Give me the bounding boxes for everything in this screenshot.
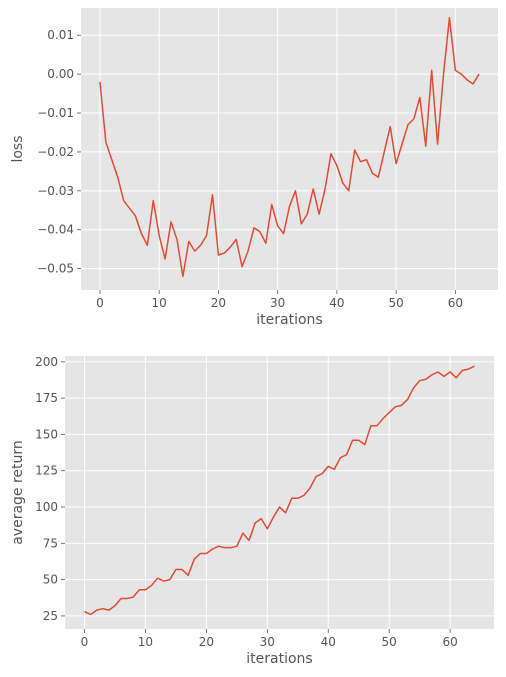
loss-tick-labels: 0 10 20 30 40 50 60 0.01 0.00 −0.01 −0.02 −0.03 −0.0… [37, 28, 463, 310]
loss-y-tick-label: −0.05 [37, 262, 74, 276]
average-return-chart: 0 10 20 30 40 50 60 200 175 150 125 100 75 50 25 itera… [10, 355, 494, 667]
loss-y-tick-label: −0.04 [37, 223, 74, 237]
loss-gridlines [81, 8, 498, 290]
average-return-y-tick-label: 150 [35, 427, 58, 441]
average-return-y-tick-label: 100 [35, 500, 58, 514]
average-return-x-tick-label: 60 [442, 635, 457, 649]
average-return-y-tick-label: 200 [35, 355, 58, 369]
average-return-y-tick-label: 125 [35, 464, 58, 478]
loss-x-tick-label: 10 [152, 296, 167, 310]
average-return-plot-area [65, 356, 494, 629]
loss-y-tick-label: −0.03 [37, 184, 74, 198]
average-return-x-tick-label: 10 [138, 635, 153, 649]
average-return-y-tick-label: 75 [43, 536, 58, 550]
loss-y-tick-label: 0.01 [47, 28, 74, 42]
average-return-x-tick-label: 40 [321, 635, 336, 649]
loss-plot-area [81, 8, 498, 290]
loss-y-tick-label: 0.00 [47, 67, 74, 81]
loss-x-tick-label: 20 [211, 296, 226, 310]
loss-series-line [99, 16, 480, 278]
loss-x-tick-label: 60 [448, 296, 463, 310]
average-return-y-axis-label: average return [10, 440, 26, 545]
loss-x-tick-label: 0 [96, 296, 104, 310]
loss-x-tick-label: 50 [388, 296, 403, 310]
average-return-x-tick-label: 0 [81, 635, 89, 649]
loss-y-tick-label: −0.01 [37, 106, 74, 120]
average-return-x-axis-label: iterations [246, 651, 312, 667]
average-return-tick-labels: 0 10 20 30 40 50 60 200 175 150 125 100 75 50 25 [35, 355, 458, 649]
average-return-y-tick-label: 50 [43, 573, 58, 587]
loss-x-axis-label: iterations [256, 312, 322, 328]
loss-chart: 0 10 20 30 40 50 60 0.01 0.00 −0.01 −0.02 −0.03 −0.0… [10, 8, 498, 328]
average-return-y-tick-label: 175 [35, 391, 58, 405]
average-return-y-tick-label: 25 [43, 609, 58, 623]
loss-y-tick-label: −0.02 [37, 145, 74, 159]
average-return-x-tick-label: 50 [382, 635, 397, 649]
loss-y-axis-label: loss [10, 135, 26, 162]
average-return-gridlines [65, 356, 494, 629]
loss-x-tick-label: 40 [329, 296, 344, 310]
average-return-x-tick-label: 20 [199, 635, 214, 649]
loss-x-tick-label: 30 [270, 296, 285, 310]
average-return-series-line [84, 365, 475, 616]
average-return-x-tick-label: 30 [260, 635, 275, 649]
